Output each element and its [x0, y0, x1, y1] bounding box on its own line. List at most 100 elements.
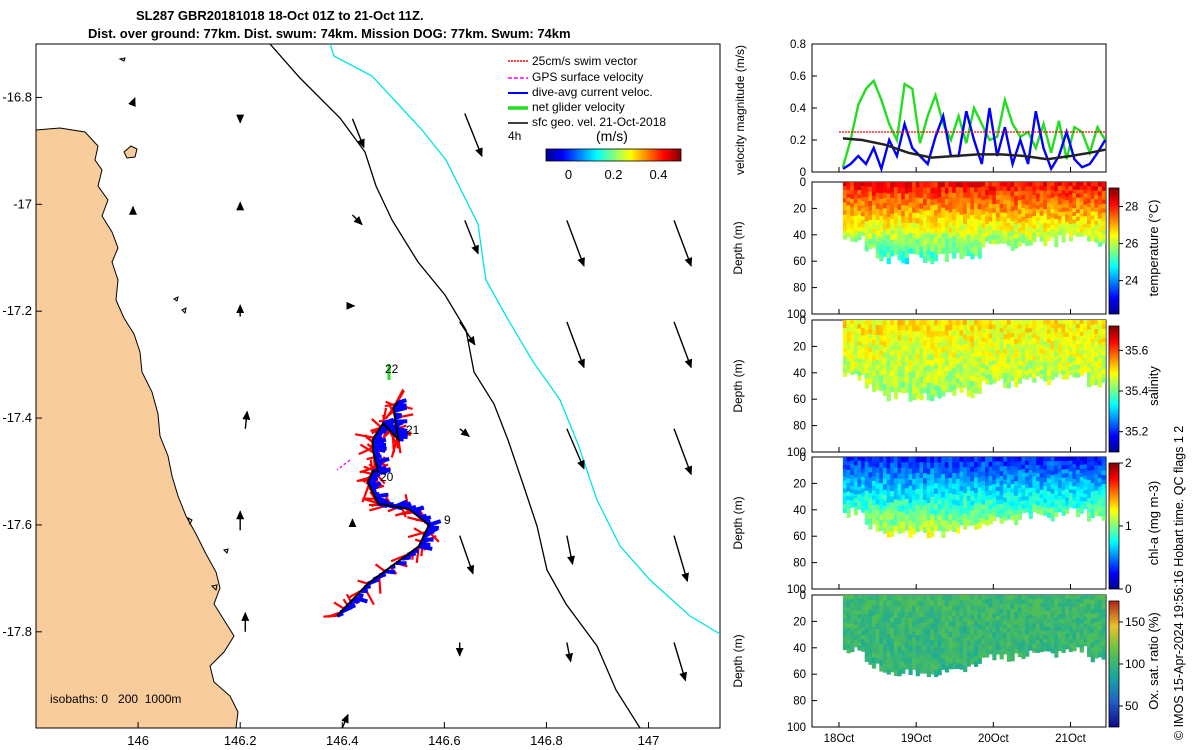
section-cell [1025, 241, 1030, 247]
section-cell [1032, 619, 1037, 625]
section-cell [893, 658, 899, 665]
section-cell [890, 187, 895, 194]
section-cell [1079, 619, 1084, 625]
section-cell [1065, 505, 1070, 510]
section-cell [977, 198, 982, 205]
geo-velocity-arrow [566, 220, 585, 267]
section-cell [995, 358, 1001, 364]
section-cell [999, 518, 1004, 524]
section-cell [999, 182, 1004, 187]
section-cell [882, 213, 888, 220]
section-cell [879, 616, 884, 623]
section-cell [890, 457, 895, 464]
section-cell [1028, 509, 1033, 515]
swim-vector [361, 484, 370, 503]
section-cell [842, 372, 848, 377]
section-cell [999, 604, 1004, 610]
section-cell [974, 197, 979, 204]
section-cell [1101, 337, 1106, 343]
section-cell [861, 619, 866, 624]
section-cell [872, 476, 877, 482]
section-cell [890, 519, 895, 526]
section-cell [937, 457, 942, 463]
section-cell [1097, 643, 1103, 649]
section-cell [1097, 461, 1103, 466]
section-cell [937, 192, 942, 198]
section-cell [904, 595, 909, 601]
section-cell [1050, 484, 1055, 490]
section-cell [1054, 495, 1059, 500]
section-cell [1068, 320, 1073, 325]
section-cell [853, 220, 858, 226]
section-cell [1006, 383, 1011, 389]
section-cell [904, 647, 909, 654]
section-cell [926, 210, 931, 217]
speed-colorbar-ticks: 0 0.2 0.4 [565, 167, 668, 182]
section-ytick-label: 60 [793, 531, 806, 543]
section-cell [1054, 503, 1059, 509]
section-cell [842, 480, 848, 486]
section-cell [937, 640, 942, 647]
section-cell [959, 192, 964, 199]
section-cell [864, 231, 869, 237]
section-cell [970, 220, 975, 227]
isobath-1000m [329, 44, 720, 635]
section-cell [988, 329, 993, 335]
section-cell [868, 654, 873, 660]
section-cell [963, 368, 968, 374]
section-cell [926, 331, 931, 338]
section-cell [904, 621, 909, 628]
section-cell [908, 227, 913, 234]
section-cell [861, 599, 866, 604]
section-cell [974, 213, 979, 220]
section-cell [999, 654, 1004, 660]
section-cell [1006, 457, 1011, 462]
section-cell [879, 457, 884, 463]
section-cell [1101, 199, 1106, 205]
section-cell [1087, 219, 1092, 225]
section-cell [919, 617, 924, 624]
section-cell [952, 595, 957, 601]
section-cell [944, 600, 950, 607]
section-cell [879, 600, 884, 607]
section-cell [1017, 603, 1022, 609]
section-cell [1076, 628, 1081, 633]
section-cell [1021, 225, 1026, 231]
section-cell [1046, 500, 1052, 505]
section-cell [934, 629, 939, 637]
section-cell [868, 503, 873, 509]
section-cell [1003, 230, 1008, 236]
section-cell [872, 485, 877, 491]
section-cell [955, 663, 960, 669]
section-cell [923, 656, 928, 663]
section-cell [850, 482, 855, 487]
section-cell [1036, 232, 1041, 238]
section-cell [1032, 194, 1037, 200]
section-cell [1003, 348, 1008, 355]
section-cell [1097, 486, 1103, 492]
section-cell [850, 331, 855, 337]
section-cell [1076, 213, 1081, 218]
section-cell [995, 457, 1001, 462]
section-cell [1017, 483, 1022, 489]
section-cell [1094, 599, 1099, 605]
section-cell [915, 457, 920, 463]
section-cell [1097, 329, 1103, 335]
section-cell [875, 329, 880, 336]
section-cell [992, 351, 997, 357]
section-cell [1079, 367, 1084, 372]
section-cell [861, 366, 866, 372]
section-cell [1036, 497, 1041, 502]
section-cell [1032, 237, 1037, 243]
section-cell [1101, 461, 1106, 467]
section-cell [1083, 357, 1088, 362]
section-cell [995, 632, 1001, 638]
section-colorbar [1108, 187, 1120, 315]
section-cell [1072, 642, 1077, 648]
dive-avg-vector [397, 430, 409, 436]
section-cell [846, 615, 851, 621]
section-cell [893, 238, 899, 245]
section-cell [934, 390, 939, 397]
section-cell [1003, 212, 1008, 218]
section-cell [992, 324, 997, 330]
